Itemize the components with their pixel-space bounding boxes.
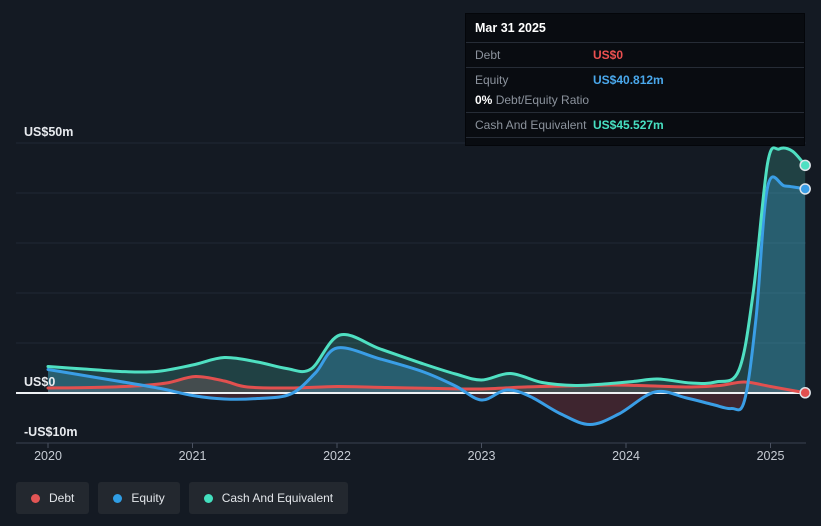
legend-dot: [31, 493, 40, 503]
x-axis-label: 2024: [612, 449, 640, 463]
tooltip-equity-value: US$40.812m: [593, 73, 664, 87]
tooltip-row-ratio: 0% Debt/Equity Ratio: [466, 88, 804, 113]
negative-equity-area: [48, 393, 806, 425]
legend-label: Debt: [49, 491, 75, 505]
chart-legend: Debt Equity Cash And Equivalent: [16, 482, 349, 514]
x-axis-label: 2023: [468, 449, 496, 463]
x-axis-label: 2025: [757, 449, 785, 463]
legend-dot: [203, 493, 213, 503]
x-axis-label: 2021: [179, 449, 207, 463]
tooltip-debt-label: Debt: [475, 48, 501, 62]
tooltip-equity-label: Equity: [475, 73, 509, 87]
tooltip-cash-value: US$45.527m: [593, 118, 664, 132]
tooltip-row-cash: Cash And Equivalent US$45.527m: [466, 113, 804, 138]
legend-item-debt[interactable]: Debt: [16, 482, 90, 514]
legend-item-equity[interactable]: Equity: [98, 482, 180, 514]
tooltip-date: Mar 31 2025: [466, 14, 804, 43]
tooltip-ratio-value: 0%: [475, 93, 493, 107]
chart-tooltip: Mar 31 2025 Debt US$0 Equity US$40.812m …: [465, 13, 805, 146]
y-axis-label: -US$10m: [24, 425, 78, 439]
legend-item-cash-and-equivalent[interactable]: Cash And Equivalent: [188, 482, 349, 514]
y-axis-label: US$0: [24, 375, 55, 389]
tooltip-ratio-label: Debt/Equity Ratio: [495, 93, 590, 107]
debt-line: [46, 374, 807, 395]
debt-equity-chart[interactable]: US$50m US$0 -US$10m 2020 2021 2022 2023 2024 202…: [0, 0, 821, 472]
equity-endpoint-dot: [799, 183, 811, 195]
y-axis-label: US$50m: [24, 125, 73, 139]
tooltip-debt-value: US$0: [593, 48, 624, 62]
tooltip-row-debt: Debt US$0: [466, 43, 804, 68]
tooltip-row-equity: Equity US$40.812m: [466, 68, 804, 88]
legend-label: Cash And Equivalent: [221, 491, 334, 505]
cash-endpoint-dot: [799, 159, 811, 172]
x-axis-label: 2022: [323, 449, 351, 463]
cash-area: [48, 147, 806, 393]
tooltip-cash-label: Cash And Equivalent: [475, 118, 587, 132]
debt-area: [48, 376, 806, 393]
legend-label: Equity: [131, 491, 165, 505]
cash-line: [46, 146, 807, 388]
debt-endpoint-dot: [799, 387, 811, 399]
equity-line: [46, 175, 807, 426]
legend-dot: [113, 493, 123, 503]
x-axis-label: 2020: [34, 449, 62, 463]
